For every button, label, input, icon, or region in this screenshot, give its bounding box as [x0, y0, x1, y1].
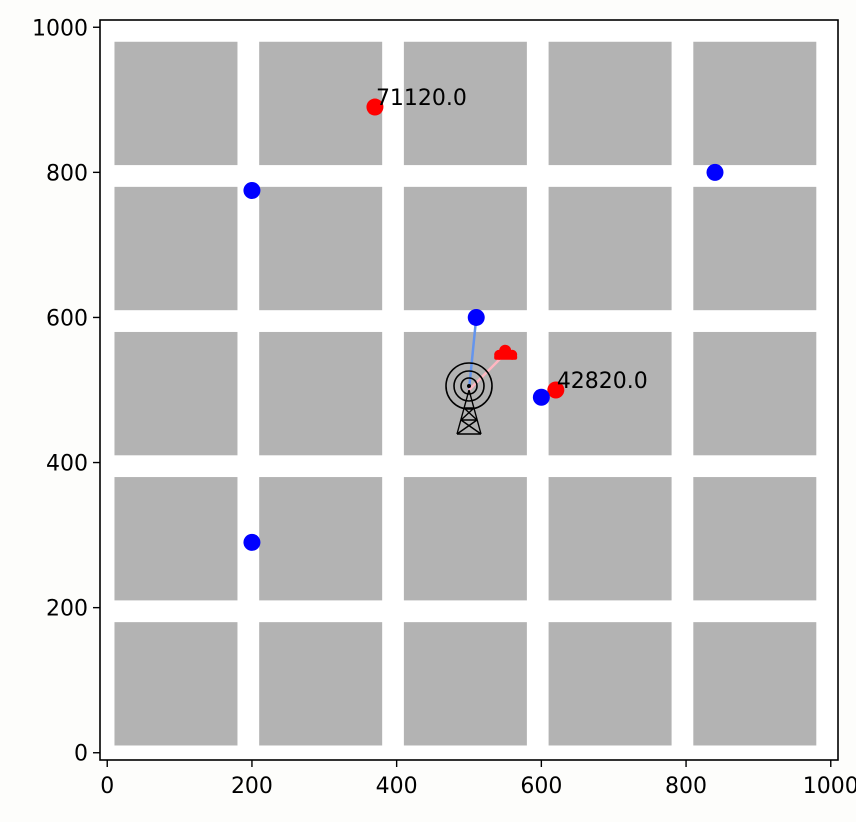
cloud-base: [494, 354, 518, 360]
blue-point: [532, 388, 550, 406]
red-point: [366, 98, 384, 116]
city-block: [259, 331, 383, 456]
city-block: [259, 186, 383, 311]
city-block: [548, 477, 672, 601]
x-tick-label: 800: [665, 774, 707, 799]
y-tick-label: 800: [46, 161, 88, 186]
blue-point: [467, 308, 485, 326]
city-block: [114, 41, 238, 166]
plot-area: 71120.0 42820.0: [100, 20, 838, 760]
y-tick-label: 600: [46, 306, 88, 331]
y-tick-label: 200: [46, 597, 88, 622]
city-block: [403, 477, 527, 601]
tower-ring: [460, 377, 478, 395]
y-tick-label: 400: [46, 452, 88, 477]
y-tick-label: 0: [74, 742, 88, 767]
city-block: [403, 622, 527, 746]
cloud-icon: [494, 344, 518, 360]
city-block: [259, 41, 383, 166]
blue-point: [243, 181, 261, 199]
city-block: [548, 331, 672, 456]
city-block: [114, 622, 238, 746]
city-block: [693, 331, 817, 456]
city-block: [693, 477, 817, 601]
city-block: [114, 186, 238, 311]
red-point: [547, 381, 565, 399]
city-block: [114, 331, 238, 456]
x-tick-label: 400: [376, 774, 418, 799]
city-block: [259, 622, 383, 746]
city-block: [548, 41, 672, 166]
radio-tower-icon: [445, 362, 493, 435]
x-tick-label: 200: [231, 774, 273, 799]
tower-ring: [453, 370, 485, 402]
x-tick-label: 1000: [803, 774, 856, 799]
city-block: [548, 622, 672, 746]
blue-point: [706, 163, 724, 181]
city-block: [403, 186, 527, 311]
city-block: [693, 622, 817, 746]
x-tick-label: 600: [520, 774, 562, 799]
x-tick-label: 0: [100, 774, 114, 799]
city-block: [693, 186, 817, 311]
city-block: [693, 41, 817, 166]
city-block: [114, 477, 238, 601]
tower-tip: [467, 384, 471, 388]
tower-frame: [456, 389, 482, 435]
city-block: [259, 477, 383, 601]
point-label: 71120.0: [376, 86, 467, 111]
y-tick-label: 1000: [32, 16, 88, 41]
city-block: [548, 186, 672, 311]
axes: 0 200 400 600 800 1000 0 200 400 600 800 1000: [32, 16, 856, 799]
city-block: [403, 41, 527, 166]
axes-frame: [99, 19, 839, 761]
blue-point: [243, 533, 261, 551]
point-label: 42820.0: [557, 369, 648, 394]
tower-ring: [445, 362, 493, 410]
